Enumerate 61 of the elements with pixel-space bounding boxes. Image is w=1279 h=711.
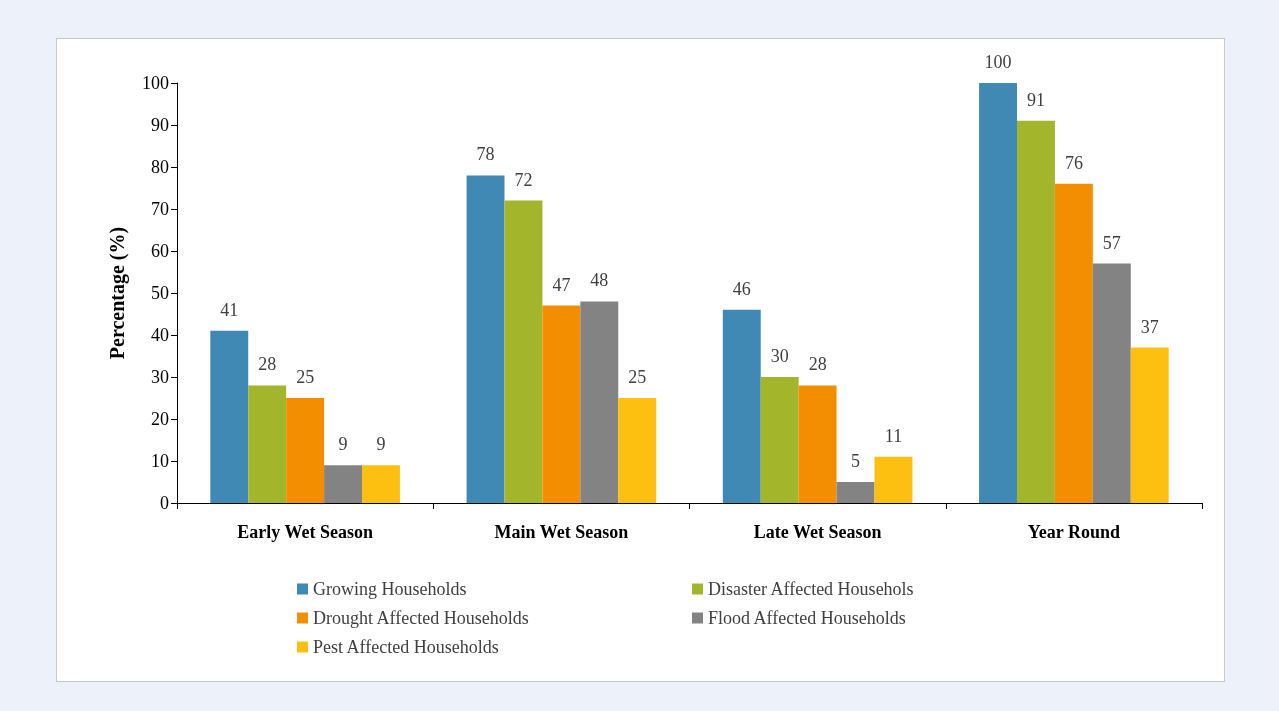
y-tick-label: 80 bbox=[151, 157, 169, 177]
data-label: 25 bbox=[296, 367, 315, 387]
legend-label: Disaster Affected Househols bbox=[708, 579, 914, 599]
y-tick-label: 10 bbox=[151, 451, 169, 471]
data-label: 30 bbox=[770, 346, 789, 366]
bar bbox=[979, 83, 1017, 503]
bar bbox=[542, 305, 581, 503]
bar bbox=[1092, 263, 1131, 503]
data-label: 37 bbox=[1140, 316, 1159, 337]
bar bbox=[618, 398, 657, 503]
y-tick-label: 40 bbox=[151, 325, 169, 345]
data-label: 41 bbox=[220, 299, 239, 320]
bar bbox=[760, 377, 799, 503]
x-tick-label: Main Wet Season bbox=[494, 522, 629, 542]
data-label: 91 bbox=[1026, 89, 1045, 110]
data-label: 46 bbox=[732, 278, 751, 299]
data-label: 78 bbox=[476, 144, 495, 165]
legend-label: Flood Affected Households bbox=[708, 608, 906, 628]
x-tick-label: Late Wet Season bbox=[753, 522, 882, 542]
bar bbox=[580, 301, 619, 503]
y-tick-label: 50 bbox=[151, 283, 169, 303]
y-tick-label: 0 bbox=[160, 493, 169, 513]
bar bbox=[722, 309, 761, 503]
data-label: 47 bbox=[552, 274, 571, 295]
legend-label: Drought Affected Households bbox=[313, 608, 529, 628]
bar bbox=[210, 330, 249, 503]
x-tick-label: Year Round bbox=[1027, 522, 1120, 542]
bar bbox=[362, 465, 400, 503]
bar bbox=[1016, 120, 1055, 503]
data-label: 5 bbox=[851, 451, 861, 471]
data-label: 76 bbox=[1064, 152, 1083, 173]
bar bbox=[286, 398, 325, 503]
y-tick-label: 90 bbox=[151, 115, 169, 135]
y-tick-label: 20 bbox=[151, 409, 169, 429]
data-label: 11 bbox=[884, 425, 903, 446]
y-tick-label: 70 bbox=[151, 199, 169, 219]
bar bbox=[324, 465, 363, 503]
data-label: 9 bbox=[376, 434, 386, 455]
data-label: 28 bbox=[258, 354, 277, 375]
data-label: 72 bbox=[514, 169, 533, 190]
bar bbox=[1130, 347, 1169, 503]
y-tick-label: 100 bbox=[142, 73, 169, 93]
y-tick-label: 30 bbox=[151, 367, 169, 387]
x-tick-label: Early Wet Season bbox=[237, 522, 373, 542]
data-label: 25 bbox=[628, 367, 647, 387]
bar bbox=[1054, 183, 1093, 503]
legend-label: Growing Households bbox=[313, 579, 467, 599]
bar bbox=[836, 482, 875, 503]
data-label: 28 bbox=[808, 354, 827, 375]
data-label: 100 bbox=[984, 52, 1012, 72]
bar bbox=[798, 385, 837, 503]
bar bbox=[874, 456, 913, 503]
data-label: 57 bbox=[1102, 232, 1121, 253]
data-label: 9 bbox=[338, 434, 348, 455]
bar bbox=[504, 200, 543, 503]
data-label: 48 bbox=[590, 270, 609, 291]
y-axis-title: Percentage (%) bbox=[106, 226, 129, 360]
bar bbox=[466, 175, 505, 503]
legend-label: Pest Affected Households bbox=[313, 637, 499, 657]
y-tick-label: 60 bbox=[151, 241, 169, 261]
bar bbox=[248, 385, 287, 503]
